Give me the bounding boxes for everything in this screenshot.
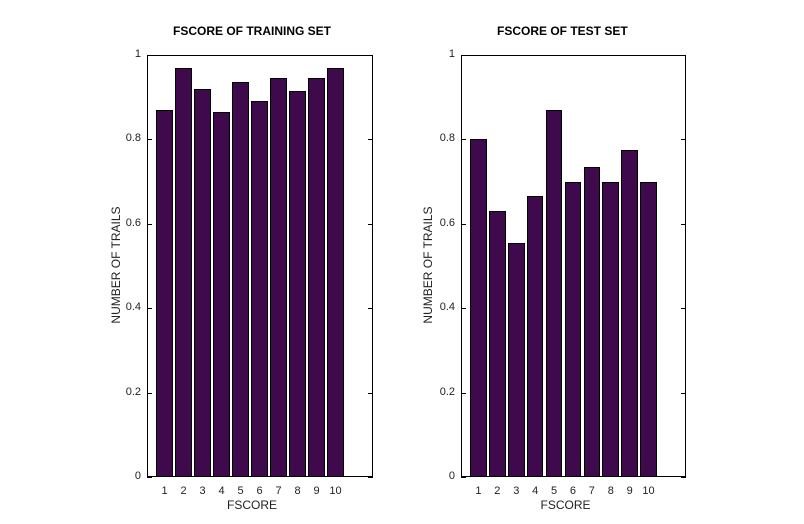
y-tick-mark <box>368 393 373 394</box>
x-tick-label: 2 <box>494 485 501 497</box>
y-tick-mark <box>681 477 686 478</box>
y-tick-mark <box>368 477 373 478</box>
y-tick-mark <box>147 139 152 140</box>
bar <box>232 82 249 477</box>
x-tick-label: 4 <box>532 485 539 497</box>
y-tick-mark <box>681 55 686 56</box>
x-tick-label: 5 <box>237 485 244 497</box>
y-axis-label: NUMBER OF TRAILS <box>421 206 435 324</box>
y-tick-mark <box>147 224 152 225</box>
x-tick-label: 7 <box>275 485 282 497</box>
chart-test-set: FSCORE OF TEST SET 0 0.2 0.4 0.6 0.8 1 1 2 3 4 5 6 7… <box>402 0 804 524</box>
y-tick-label: 0.8 <box>439 132 455 145</box>
bar <box>251 101 268 477</box>
bar <box>308 78 325 477</box>
x-tick-label: 1 <box>475 485 482 497</box>
y-tick-label: 0.4 <box>125 301 141 314</box>
y-tick-mark <box>461 224 466 225</box>
y-tick-mark <box>461 308 466 309</box>
bar <box>175 67 192 477</box>
x-axis-label: FSCORE <box>226 498 277 512</box>
x-axis-label: FSCORE <box>540 498 591 512</box>
x-tick-label: 10 <box>329 485 342 497</box>
y-tick-mark <box>368 308 373 309</box>
bar <box>583 166 601 477</box>
x-tick-label: 8 <box>294 485 301 497</box>
bar <box>621 149 638 477</box>
y-tick-mark <box>461 139 466 140</box>
chart-title: FSCORE OF TRAINING SET <box>173 24 332 38</box>
bar <box>194 88 211 477</box>
x-tick-label: 2 <box>180 485 187 497</box>
y-tick-mark <box>368 224 373 225</box>
y-tick-label: 0 <box>134 470 141 482</box>
y-tick-mark <box>681 393 686 394</box>
y-tick-label: 1 <box>448 48 455 60</box>
x-tick-label: 1 <box>161 485 168 497</box>
y-tick-mark <box>461 55 466 56</box>
x-tick-label: 7 <box>588 485 595 497</box>
y-axis-label: NUMBER OF TRAILS <box>109 206 123 324</box>
x-tick-label: 9 <box>626 485 633 497</box>
bar <box>470 139 487 477</box>
y-tick-mark <box>681 224 686 225</box>
y-tick-label: 0.2 <box>125 385 141 398</box>
bar <box>526 196 544 477</box>
y-tick-mark <box>147 477 152 478</box>
bar <box>289 90 306 477</box>
bar <box>327 67 344 477</box>
y-tick-label: 0.8 <box>125 132 141 145</box>
y-tick-label: 0 <box>448 470 455 482</box>
y-tick-mark <box>147 393 152 394</box>
bar <box>489 211 506 477</box>
y-tick-mark <box>147 55 152 56</box>
bar <box>507 242 525 477</box>
x-tick-label: 6 <box>569 485 576 497</box>
x-tick-label: 3 <box>513 485 520 497</box>
bar <box>602 181 620 477</box>
chart-title: FSCORE OF TEST SET <box>497 24 628 38</box>
x-tick-label: 10 <box>642 485 655 497</box>
x-tick-label: 8 <box>607 485 614 497</box>
y-tick-label: 0.6 <box>125 216 141 229</box>
chart-training-set: FSCORE OF TRAINING SET 0 0.2 0.4 0.6 0.8 1 1 2 3… <box>109 24 373 512</box>
y-tick-mark <box>681 308 686 309</box>
y-tick-label: 0.4 <box>439 301 455 314</box>
x-tick-label: 3 <box>199 485 206 497</box>
bar <box>640 181 657 477</box>
bar <box>213 111 230 477</box>
y-tick-label: 0.6 <box>439 216 455 229</box>
x-tick-label: 4 <box>218 485 225 497</box>
y-tick-label: 0.2 <box>439 385 455 398</box>
y-tick-mark <box>461 477 466 478</box>
bar <box>156 109 173 477</box>
bar <box>545 109 563 477</box>
bar <box>270 78 287 477</box>
x-tick-label: 6 <box>256 485 263 497</box>
x-tick-label: 9 <box>313 485 320 497</box>
y-tick-mark <box>681 139 686 140</box>
bar <box>564 181 582 477</box>
y-tick-mark <box>368 139 373 140</box>
y-tick-label: 1 <box>134 48 141 60</box>
x-tick-label: 5 <box>550 485 558 497</box>
y-tick-mark <box>461 393 466 394</box>
y-tick-mark <box>147 308 152 309</box>
y-tick-mark <box>368 55 373 56</box>
